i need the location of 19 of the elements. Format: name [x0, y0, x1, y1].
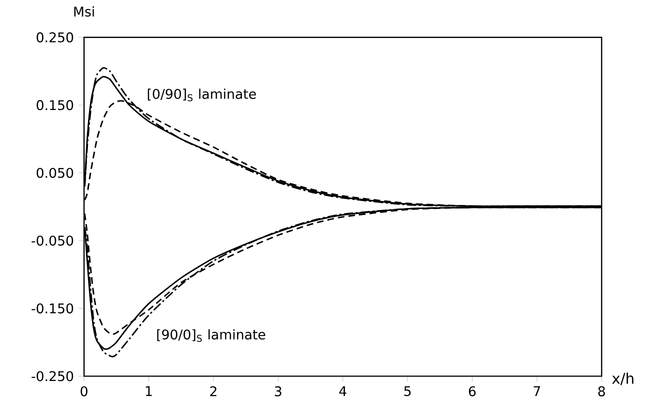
x-tick-label: 2 — [210, 386, 216, 396]
annotation: [0/90]$_{S}$ laminate — [148, 88, 256, 102]
x-tick-label: 3 — [274, 386, 282, 396]
y-tick-label: 0.150 — [36, 100, 74, 110]
annotation: [90/0]$_{S}$ laminate — [157, 329, 266, 342]
y-tick-label: 0.050 — [36, 168, 74, 178]
x-tick-label: 0 — [80, 386, 88, 396]
x-tick-label: 5 — [404, 386, 411, 396]
y-tick-label: 0.250 — [36, 32, 74, 42]
x-tick-label: 8 — [598, 386, 605, 396]
y-tick-label: -0.250 — [32, 371, 74, 382]
y-axis-title: Msi — [74, 6, 94, 17]
x-tick-label: 4 — [339, 386, 346, 396]
x-axis-title: x/h — [612, 372, 634, 386]
x-tick-label: 6 — [468, 386, 476, 396]
x-tick-label: 7 — [534, 386, 540, 396]
y-tick-label: -0.150 — [32, 303, 74, 314]
x-tick-label: 1 — [146, 386, 152, 396]
y-tick-label: -0.050 — [32, 236, 74, 246]
